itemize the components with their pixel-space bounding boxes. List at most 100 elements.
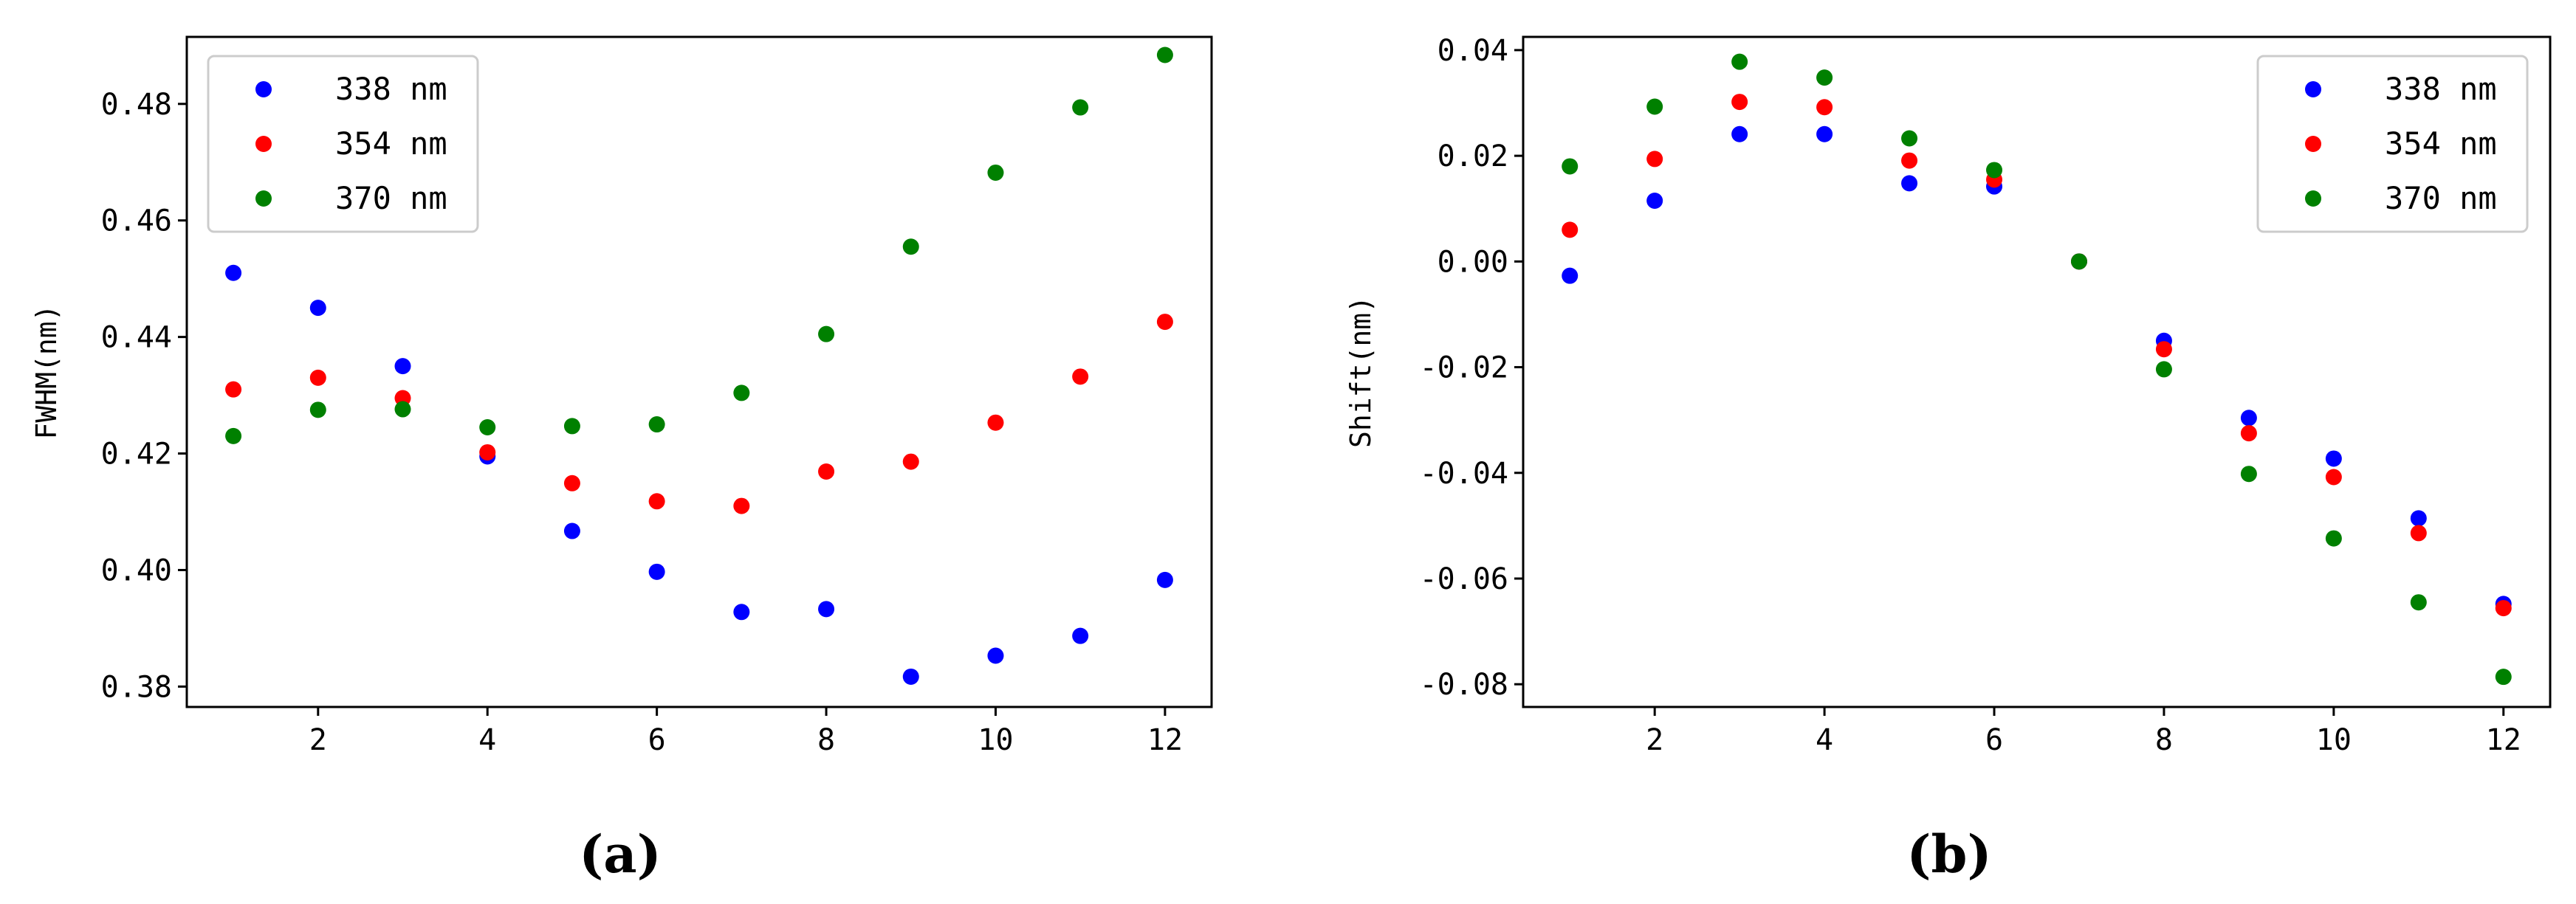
y-tick-label: 0.48 (101, 88, 172, 122)
x-tick-label: 6 (648, 723, 666, 757)
data-point (902, 453, 919, 470)
data-point (1731, 125, 1748, 142)
y-tick-label: -0.08 (1420, 668, 1508, 702)
y-tick-label: 0.00 (1438, 245, 1508, 279)
legend-label: 370 nm (2385, 180, 2497, 216)
data-point (2495, 669, 2512, 686)
data-points (1562, 53, 2512, 686)
data-point (1072, 627, 1089, 644)
data-point (987, 164, 1004, 181)
data-point (2155, 341, 2172, 358)
data-point (2410, 525, 2427, 542)
y-tick-label: 0.04 (1438, 34, 1508, 68)
x-tick-label: 2 (1646, 723, 1663, 757)
axes-frame (185, 35, 1213, 708)
x-tick-label: 4 (1816, 723, 1833, 757)
data-point (2240, 410, 2257, 427)
data-point (2070, 253, 2087, 270)
chart-panel-a: FWHM(nm) 2 4 6 8 10 12 0.380.400.420.440.460.… (30, 35, 1213, 885)
data-point (987, 647, 1004, 664)
data-point (1986, 162, 2003, 179)
data-points (225, 46, 1173, 685)
legend-box (2256, 55, 2529, 233)
data-point (2495, 600, 2512, 617)
panel-label-b: (b) (1906, 824, 1991, 885)
data-point (1816, 125, 1833, 142)
data-point (1816, 99, 1833, 116)
data-point (818, 463, 835, 480)
y-axis-ticks: -0.08 -0.06 -0.04 -0.02 0.00 0.02 0.04 (1420, 34, 1523, 702)
data-point (648, 493, 665, 510)
data-point (309, 300, 326, 317)
legend-box (207, 55, 479, 233)
y-tick-label: -0.02 (1420, 351, 1508, 385)
y-axis-label: Shift(nm) (1344, 296, 1377, 448)
data-point (2410, 594, 2427, 611)
y-tick-label: 0.42 (101, 438, 172, 472)
legend: 338 nm 354 nm 370 nm (207, 55, 479, 233)
x-tick-label: 10 (978, 723, 1013, 757)
y-tick-label: -0.04 (1420, 457, 1508, 491)
data-point (309, 369, 326, 386)
y-tick-label: 0.46 (101, 204, 172, 238)
data-point (1646, 151, 1663, 168)
data-point (1562, 221, 1579, 238)
data-point (2240, 466, 2257, 483)
y-tick-label: 0.44 (101, 321, 172, 355)
data-point (1072, 368, 1089, 385)
legend-label: 370 nm (335, 180, 447, 216)
data-point (1072, 99, 1089, 116)
data-point (733, 497, 750, 514)
legend-marker (2305, 81, 2321, 97)
data-point (563, 522, 580, 539)
legend-label: 338 nm (335, 71, 447, 107)
legend-marker (2305, 190, 2321, 207)
data-point (902, 238, 919, 255)
data-point (648, 563, 665, 580)
y-tick-label: 0.40 (101, 553, 172, 587)
axes-frame (1522, 35, 2552, 708)
data-point (1562, 267, 1579, 284)
data-point (1646, 98, 1663, 115)
legend-label: 354 nm (2385, 125, 2497, 162)
data-point (1901, 152, 1918, 169)
data-point (1646, 192, 1663, 209)
legend-label: 354 nm (335, 125, 447, 162)
data-point (2325, 530, 2342, 547)
data-point (225, 381, 242, 398)
x-tick-label: 10 (2316, 723, 2352, 757)
data-point (225, 427, 242, 444)
data-point (1901, 175, 1918, 192)
data-point (733, 604, 750, 621)
data-point (563, 418, 580, 435)
data-point (1731, 53, 1748, 70)
legend-marker (255, 136, 272, 152)
data-point (479, 444, 496, 460)
data-point (987, 414, 1004, 431)
legend: 338 nm 354 nm 370 nm (2256, 55, 2529, 233)
data-point (818, 325, 835, 342)
y-tick-label: -0.06 (1420, 562, 1508, 596)
y-axis-ticks: 0.38 0.40 0.42 0.44 0.46 0.48 (101, 88, 187, 704)
legend-label: 338 nm (2385, 71, 2497, 107)
data-point (479, 419, 496, 436)
x-axis-ticks: 2 4 6 8 10 12 (1646, 707, 2521, 757)
data-point (2155, 361, 2172, 378)
legend-marker (255, 81, 272, 97)
data-point (1156, 314, 1173, 331)
x-tick-label: 12 (1147, 723, 1183, 757)
data-point (1156, 571, 1173, 588)
data-point (1731, 94, 1748, 111)
data-point (648, 416, 665, 433)
data-point (1816, 69, 1833, 86)
x-tick-label: 12 (2486, 723, 2521, 757)
data-point (309, 401, 326, 418)
data-point (818, 601, 835, 618)
data-point (733, 384, 750, 401)
panel-label-a: (a) (579, 824, 662, 885)
chart-panel-b: Shift(nm) 2 4 6 8 10 12 -0.08 -0.06 -0.04 -0.02 0… (1344, 34, 2552, 885)
data-point (225, 264, 242, 281)
x-tick-label: 6 (1985, 723, 2003, 757)
legend-marker (2305, 136, 2321, 152)
data-point (2410, 510, 2427, 527)
